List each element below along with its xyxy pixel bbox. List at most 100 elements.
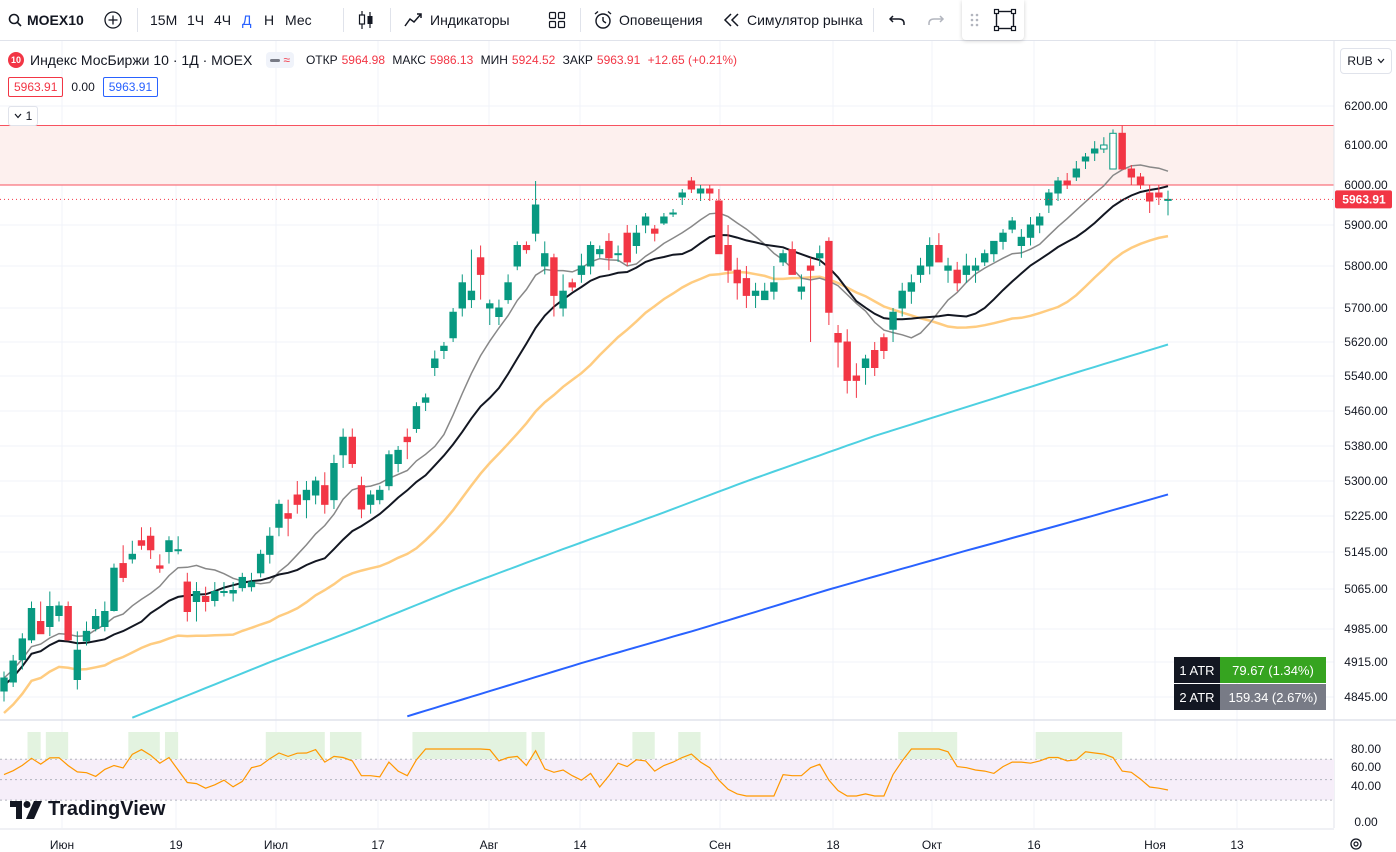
candle-body [1145,192,1154,202]
close-value: 5963.91 [596,53,641,67]
rsi-overbought-zone [164,732,179,759]
indicators-label: Индикаторы [430,12,510,28]
high-value: 5986.13 [429,53,474,67]
candle-body [229,590,237,594]
candles-icon [358,11,373,29]
candle-body [1118,132,1126,170]
atr-row-2: 2 ATR 159.34 (2.67%) [1174,684,1326,710]
alerts-button[interactable]: Оповещения [593,0,703,40]
candle-body [788,249,796,275]
candle-body [568,282,576,288]
interval-4h[interactable]: 4Ч [214,0,231,40]
interval-month[interactable]: Мес [285,0,312,40]
candle-body [806,265,815,271]
time-tick-label: 17 [371,838,385,852]
candle-body [46,606,54,627]
candle-body [504,282,512,301]
layouts-button[interactable] [548,0,566,40]
candle-body [916,265,925,275]
last-price-label: 5963.91 [1342,192,1386,206]
price-tick-label: 4985.00 [1344,622,1388,636]
interval-label: Д [242,12,252,28]
atr-key: 2 ATR [1174,684,1220,710]
price-tick-label: 5540.00 [1344,369,1388,383]
divider [873,8,874,32]
legend-toggle[interactable]: ≈ [266,52,294,68]
time-axis: Июн 19 Июл 17 Авг 14 Сен 18 Окт 16 Ноя 13 [50,838,1244,852]
rewind-icon [723,13,739,27]
series-title[interactable]: Индекс МосБиржи 10 · 1Д · MOEX [30,52,253,68]
price-tick-label: 5065.00 [1344,582,1388,596]
bid-ask-row: 5963.91 0.00 5963.91 [8,77,159,97]
candle-body [211,591,219,601]
candle-body [733,269,741,284]
interval-15m[interactable]: 15М [150,0,177,40]
candle-body [935,245,943,263]
time-tick-label: 16 [1027,838,1041,852]
candle-body [486,303,494,309]
rsi-overbought-zone [45,732,69,759]
price-tick-label: 4845.00 [1344,690,1388,704]
currency-select[interactable]: RUB [1340,48,1392,74]
candle-body [192,591,201,602]
rsi-overbought-zone [412,732,527,759]
drag-handle-icon[interactable] [962,0,1024,40]
close-label: ЗАКР [562,53,593,67]
candle-body [797,286,806,292]
atr-key: 1 ATR [1174,657,1220,683]
price-tick-label: 6200.00 [1344,99,1388,113]
candle-body [825,240,833,313]
time-tick-label: 19 [169,838,183,852]
candle-body [641,216,650,226]
currency-label: RUB [1347,54,1373,68]
candle-body [715,200,723,255]
spread-value: 0.00 [71,80,95,94]
candle-body [64,606,72,641]
candle-body [660,216,668,224]
select-tool-button[interactable] [993,0,1017,40]
candle-body [678,192,686,198]
tradingview-logo[interactable]: TradingView [10,798,165,821]
indicators-button[interactable]: Индикаторы [404,0,510,40]
time-tick-label: Сен [709,838,731,852]
chart-type-button[interactable] [357,0,375,40]
search-icon [8,13,22,27]
bid-box[interactable]: 5963.91 [8,77,64,97]
rsi-overbought-zone [128,732,160,759]
plus-circle-icon [104,11,122,29]
interval-day[interactable]: Д [242,0,251,40]
atr-row-1: 1 ATR 79.67 (1.34%) [1174,657,1326,683]
candle-body [256,553,265,574]
candle-body [302,489,311,501]
candle-body [687,180,696,190]
candle-body [311,480,320,496]
candle-body [577,265,586,275]
ma-blue-line [407,493,1169,718]
candle-body [706,188,714,194]
candle-body [366,494,375,505]
interval-1h[interactable]: 1Ч [187,0,204,40]
candle-body [174,549,182,552]
price-tick-label: 4915.00 [1344,655,1388,669]
candle-body [761,290,769,301]
redo-button[interactable] [927,0,945,40]
time-tick-label: Ноя [1144,838,1166,852]
candle-body [1072,168,1081,178]
candle-body [339,436,347,456]
compare-button[interactable] [103,0,123,40]
rsi-tick-label: 40.00 [1351,779,1381,793]
candle-body [980,253,989,263]
candle-body [110,567,118,611]
candle-body [82,630,91,642]
candle-body [880,337,888,351]
candle-body [495,307,503,317]
replay-button[interactable]: Симулятор рынка [723,0,863,40]
alerts-label: Оповещения [619,12,703,28]
interval-week[interactable]: Н [264,0,274,40]
collapse-legend-button[interactable]: 1 [8,106,38,126]
ask-box[interactable]: 5963.91 [102,77,159,97]
undo-button[interactable] [888,0,906,40]
symbol-search[interactable]: MOEX10 [8,0,84,40]
time-tick-label: 18 [826,838,840,852]
